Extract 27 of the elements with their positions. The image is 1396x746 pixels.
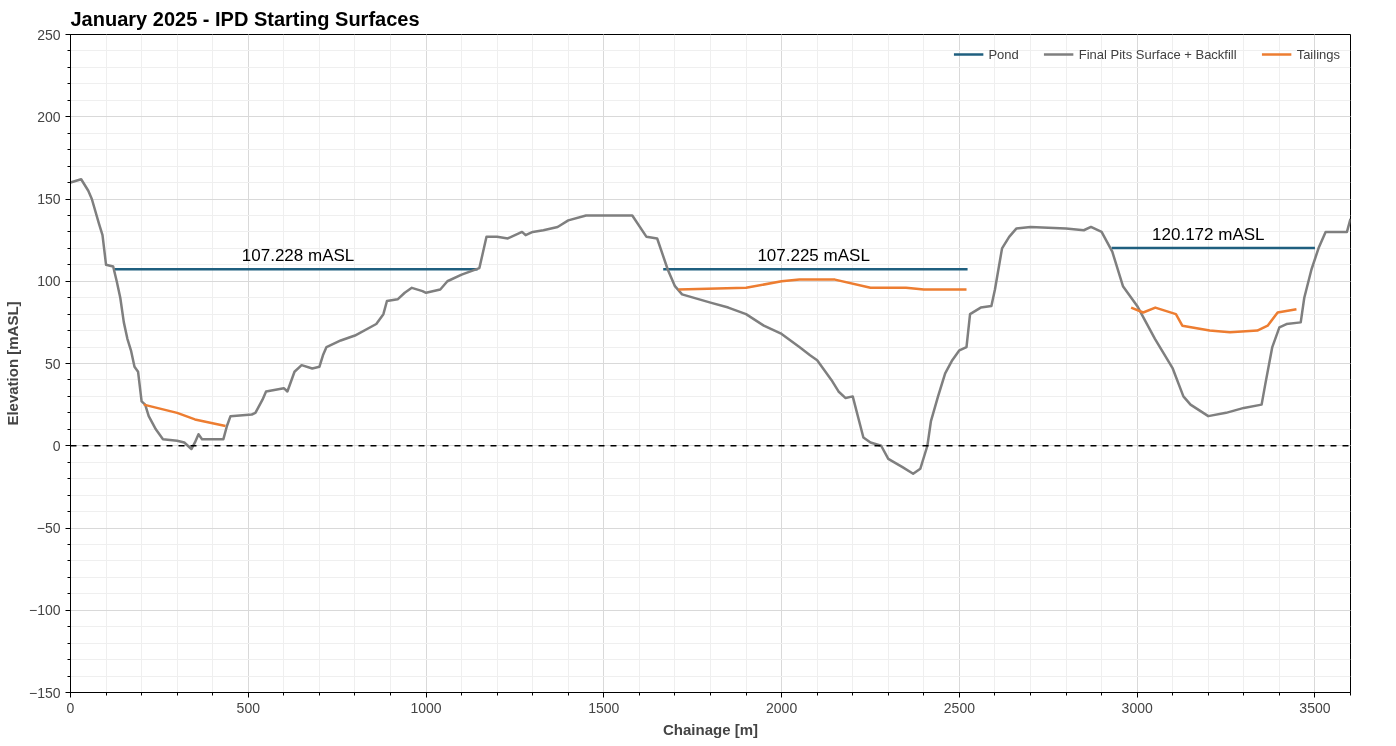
line-series (70, 178, 1351, 475)
x-tick-label: 3500 (1299, 699, 1331, 716)
legend-label: Pond (988, 46, 1019, 62)
x-tick-label: 0 (66, 699, 75, 716)
x-tick-label: 2500 (943, 699, 976, 716)
annotation: 120.172 mASL (1152, 225, 1265, 245)
y-tick-label: 100 (37, 273, 61, 290)
legend-label: Tailings (1296, 46, 1340, 62)
annotation: 107.225 mASL (757, 246, 870, 266)
legend-label: Final Pits Surface + Backfill (1078, 46, 1237, 62)
x-axis-title: Chainage [m] (663, 720, 759, 738)
y-axis-title: Elevation [mASL] (3, 301, 21, 426)
y-tick-label: −150 (28, 684, 61, 701)
x-tick-label: 1500 (588, 699, 620, 716)
x-tick-label: 1000 (410, 699, 442, 716)
y-tick-label: 200 (37, 108, 61, 125)
x-tick-label: 3000 (1121, 699, 1153, 716)
y-tick-label: −50 (36, 520, 61, 536)
annotation: 107.228 mASL (241, 246, 355, 266)
y-tick-label: 50 (44, 355, 61, 372)
y-tick-label: 150 (37, 191, 61, 207)
x-tick-label: 500 (236, 699, 261, 716)
chart-title: January 2025 - IPD Starting Surfaces (70, 7, 420, 30)
x-tick-label: 2000 (766, 699, 798, 716)
y-tick-label: 0 (52, 437, 61, 454)
y-tick-label: −100 (28, 602, 61, 619)
y-tick-label: 250 (37, 26, 61, 43)
